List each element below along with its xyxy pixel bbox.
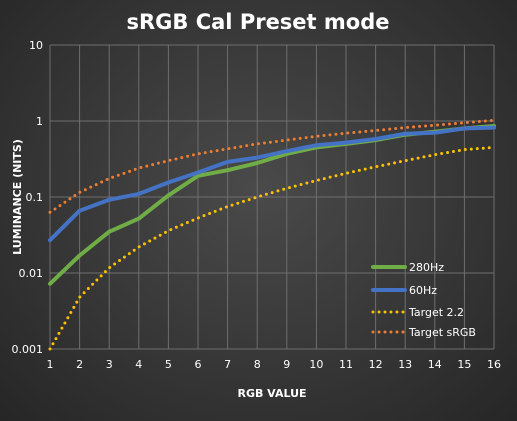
chart-title: sRGB Cal Preset mode	[127, 10, 390, 34]
x-tick-label: 8	[254, 358, 261, 371]
series-line-1	[48, 125, 496, 243]
y-axis-label: LUMINANCE (NITS)	[11, 139, 24, 255]
x-tick-label: 7	[224, 358, 231, 371]
x-tick-label: 3	[106, 358, 113, 371]
x-tick-label: 14	[428, 358, 442, 371]
x-tick-label: 10	[309, 358, 323, 371]
y-tick-label: 0.1	[26, 191, 44, 204]
y-tick-label: 10	[29, 39, 43, 52]
x-tick-label: 12	[369, 358, 383, 371]
x-tick-label: 11	[339, 358, 353, 371]
x-axis-label: RGB VALUE	[237, 387, 306, 400]
x-axis-ticks: 1 2 3 4 5 6 7 8 9 10 11 12 13 14 15 16	[47, 358, 502, 371]
y-tick-label: 0.001	[12, 343, 44, 356]
x-tick-label: 13	[398, 358, 412, 371]
legend-label-0: 280Hz	[409, 261, 444, 274]
legend-label-2: Target 2.2	[408, 306, 464, 319]
x-tick-label: 5	[165, 358, 172, 371]
x-tick-label: 6	[195, 358, 202, 371]
series-line-2	[48, 145, 496, 351]
x-tick-label: 4	[135, 358, 142, 371]
series-line-3	[48, 118, 496, 214]
x-tick-label: 15	[457, 358, 471, 371]
y-tick-label: 1	[36, 115, 43, 128]
y-axis-ticks: 0.001 0.01 0.1 1 10	[12, 39, 44, 356]
x-tick-label: 1	[47, 358, 54, 371]
series-lines	[48, 118, 496, 351]
legend-label-3: Target sRGB	[408, 326, 476, 339]
x-tick-label: 2	[76, 358, 83, 371]
legend-label-1: 60Hz	[409, 284, 437, 297]
legend: 280Hz 60Hz Target 2.2 Target sRGB	[371, 261, 476, 339]
x-tick-label: 9	[283, 358, 290, 371]
x-tick-label: 16	[487, 358, 501, 371]
y-tick-label: 0.01	[19, 267, 44, 280]
